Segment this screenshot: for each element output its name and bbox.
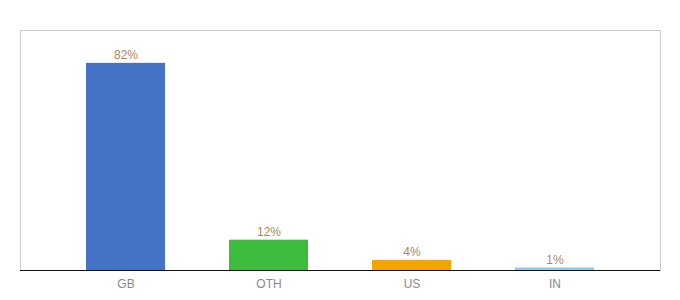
svg-text:US: US: [404, 277, 421, 291]
svg-text:OTH: OTH: [256, 277, 281, 291]
svg-text:GB: GB: [117, 277, 134, 291]
svg-text:4%: 4%: [403, 245, 421, 259]
svg-text:12%: 12%: [257, 225, 281, 239]
svg-text:82%: 82%: [114, 48, 138, 62]
svg-text:1%: 1%: [546, 253, 564, 267]
svg-text:IN: IN: [549, 277, 561, 291]
